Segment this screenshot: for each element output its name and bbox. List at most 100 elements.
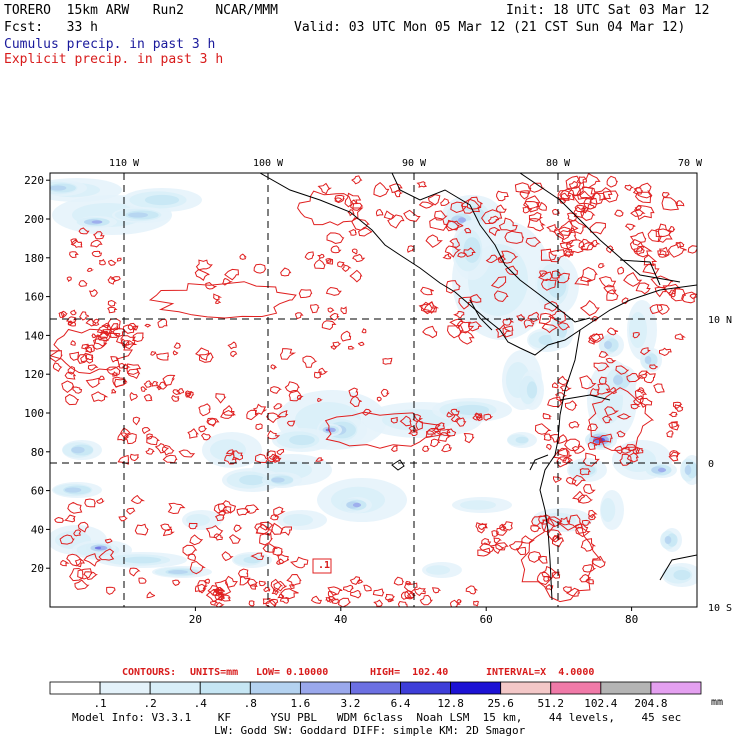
cumulus-cell <box>604 341 612 349</box>
explicit-contour <box>661 191 670 198</box>
explicit-contour <box>488 226 501 237</box>
explicit-contour <box>572 190 596 205</box>
explicit-contour <box>524 195 541 210</box>
explicit-contour <box>352 253 366 263</box>
explicit-contour <box>530 525 542 533</box>
explicit-contour <box>444 245 462 258</box>
explicit-contour <box>624 184 635 192</box>
explicit-contour <box>649 364 658 370</box>
explicit-contour <box>145 447 155 455</box>
contour-box-label: .1 <box>318 560 331 571</box>
explicit-contour <box>288 584 295 590</box>
explicit-contour <box>629 231 647 246</box>
explicit-contour <box>598 350 609 358</box>
contours-label: CONTOURS: <box>122 667 177 678</box>
explicit-contour <box>425 234 443 248</box>
explicit-contour <box>602 190 619 203</box>
explicit-contour <box>416 181 428 188</box>
explicit-contour <box>87 364 99 371</box>
explicit-contour <box>81 343 90 350</box>
explicit-contour <box>188 522 198 530</box>
explicit-contour <box>252 403 268 415</box>
explicit-contour <box>437 432 452 442</box>
legend-threshold-label: 51.2 <box>538 697 565 710</box>
legend-threshold-label: 1.6 <box>290 697 310 710</box>
cumulus-cell <box>526 381 538 399</box>
explicit-contour <box>469 294 482 303</box>
explicit-contour <box>122 324 138 334</box>
explicit-contour <box>66 553 83 567</box>
explicit-contour <box>304 251 315 261</box>
explicit-contour <box>200 432 212 441</box>
explicit-contour <box>69 351 80 361</box>
explicit-contour <box>516 313 525 322</box>
explicit-contour <box>522 205 532 214</box>
explicit-contour <box>227 341 237 350</box>
explicit-contour <box>576 186 596 201</box>
explicit-contour <box>531 515 548 527</box>
explicit-contour <box>598 276 617 288</box>
explicit-contour <box>358 226 373 237</box>
explicit-contour <box>118 515 128 522</box>
explicit-contour <box>107 306 118 314</box>
explicit-contour <box>603 284 617 295</box>
explicit-contour <box>334 195 345 204</box>
explicit-contour <box>583 484 596 495</box>
explicit-contour <box>173 342 182 349</box>
explicit-contour <box>640 347 651 356</box>
explicit-contour <box>455 599 462 604</box>
explicit-contour <box>198 425 208 433</box>
explicit-contour <box>634 204 655 221</box>
explicit-contour <box>290 556 309 569</box>
explicit-contour <box>523 319 535 329</box>
explicit-contour <box>423 301 440 314</box>
explicit-contour <box>493 290 509 303</box>
explicit-contour <box>161 444 175 456</box>
explicit-contour <box>523 200 540 213</box>
explicit-contour <box>538 271 553 282</box>
explicit-contour <box>656 304 670 315</box>
explicit-contour <box>539 270 548 278</box>
explicit-contour <box>589 222 606 235</box>
explicit-contour <box>527 218 546 232</box>
explicit-contour <box>635 245 653 258</box>
explicit-contour <box>210 600 219 606</box>
legend-swatch <box>600 681 652 695</box>
y-tick-label: 120 <box>24 368 44 381</box>
explicit-contour <box>556 456 571 468</box>
explicit-contour <box>93 231 105 240</box>
legend-threshold-label: 102.4 <box>584 697 617 710</box>
explicit-contour <box>445 220 460 231</box>
explicit-contour <box>194 583 207 594</box>
explicit-contour <box>661 196 680 211</box>
explicit-contour <box>578 238 594 250</box>
explicit-contour <box>213 293 223 301</box>
explicit-contour <box>214 591 225 602</box>
explicit-contour <box>674 404 684 412</box>
explicit-contour <box>70 238 79 246</box>
legend-swatch <box>550 681 602 695</box>
explicit-contour <box>172 389 181 396</box>
explicit-contour <box>215 589 224 596</box>
explicit-contour <box>605 357 617 364</box>
explicit-contour <box>88 289 99 297</box>
explicit-contour <box>393 189 404 198</box>
explicit-contour <box>623 272 643 287</box>
explicit-contour <box>405 580 412 586</box>
explicit-contour <box>90 239 103 248</box>
explicit-contour <box>372 588 385 597</box>
legend-threshold-label: 204.8 <box>634 697 667 710</box>
explicit-contour <box>639 397 653 408</box>
explicit-contour <box>259 533 273 546</box>
explicit-contour <box>427 194 441 206</box>
explicit-contour <box>626 452 639 463</box>
explicit-contour <box>630 403 641 410</box>
explicit-contour <box>221 551 234 562</box>
cumulus-field-label: Cumulus precip. in past 3 h <box>4 37 216 52</box>
explicit-contour <box>495 204 507 213</box>
explicit-contour <box>72 386 83 394</box>
explicit-contour <box>254 453 269 464</box>
explicit-contour <box>60 310 68 319</box>
explicit-contour <box>383 210 395 220</box>
explicit-contour <box>269 598 279 607</box>
